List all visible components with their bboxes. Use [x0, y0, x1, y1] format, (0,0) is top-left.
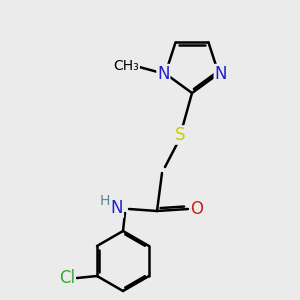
Text: S: S: [175, 126, 185, 144]
Text: H: H: [100, 194, 110, 208]
Text: O: O: [190, 200, 203, 218]
Text: Cl: Cl: [59, 269, 75, 287]
Text: N: N: [214, 65, 227, 83]
Text: N: N: [157, 65, 170, 83]
Text: CH₃: CH₃: [113, 59, 139, 73]
Text: N: N: [111, 199, 123, 217]
